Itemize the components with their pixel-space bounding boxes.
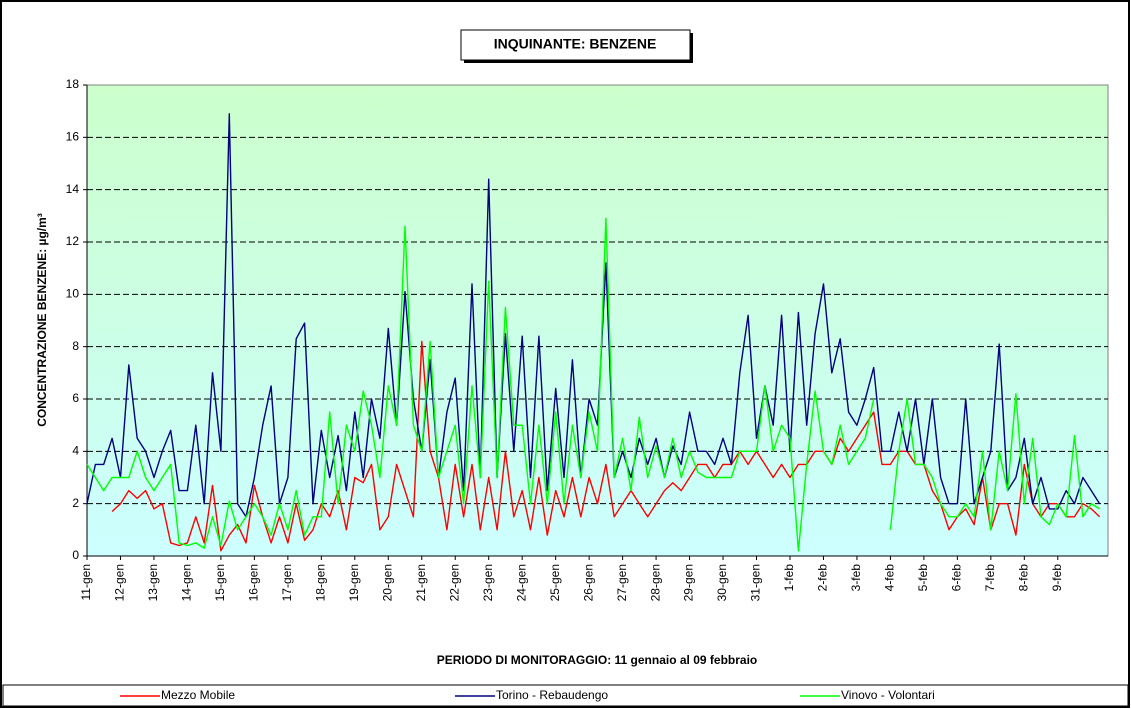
x-tick-label: 20-gen [380,564,394,601]
legend-label: Torino - Rebaudengo [496,688,608,702]
x-tick-label: 25-gen [548,564,562,601]
x-tick-label: 22-gen [447,564,461,601]
y-tick-label: 16 [66,130,80,144]
x-tick-label: 21-gen [414,564,428,601]
x-tick-label: 7-feb [983,564,997,592]
x-axis-label: PERIODO DI MONITORAGGIO: 11 gennaio al 0… [437,653,758,667]
x-tick-label: 18-gen [313,564,327,601]
x-tick-label: 15-gen [213,564,227,601]
y-tick-label: 12 [66,234,80,248]
x-tick-label: 27-gen [615,564,629,601]
y-tick-label: 2 [72,496,79,510]
y-tick-label: 8 [72,339,79,353]
plot-area [86,84,1109,557]
y-tick-label: 6 [72,391,79,405]
x-tick-label: 2-feb [816,564,830,592]
x-tick-label: 13-gen [146,564,160,601]
x-tick-label: 3-feb [849,564,863,592]
legend-label: Mezzo Mobile [161,688,235,702]
title-box [460,29,691,61]
y-axis-label: CONCENTRAZIONE BENZENE: µg/m³ [35,213,49,427]
legend-box [2,684,1129,707]
x-tick-label: 23-gen [481,564,495,601]
x-tick-label: 6-feb [950,564,964,592]
x-tick-label: 17-gen [280,564,294,601]
x-tick-label: 30-gen [715,564,729,601]
x-tick-label: 4-feb [883,564,897,592]
x-tick-label: 11-gen [79,564,93,600]
series-line [86,113,1101,518]
x-tick-label: 12-gen [113,564,127,601]
chart-title: INQUINANTE: BENZENE [494,36,657,52]
y-tick-label: 0 [72,548,79,562]
series-line [111,340,1101,552]
x-tick-label: 9-feb [1050,564,1064,592]
x-tick-label: 1-feb [782,564,796,592]
x-tick-label: 28-gen [648,564,662,601]
y-tick-label: 14 [66,182,80,196]
x-tick-label: 26-gen [581,564,595,601]
x-tick-label: 19-gen [347,564,361,601]
x-tick-label: 29-gen [682,564,696,601]
x-tick-label: 5-feb [916,564,930,592]
y-tick-label: 10 [66,287,80,301]
x-tick-label: 14-gen [180,564,194,601]
x-tick-label: 31-gen [749,564,763,601]
y-tick-label: 4 [72,444,79,458]
x-tick-label: 8-feb [1016,564,1030,592]
x-tick-label: 24-gen [514,564,528,601]
x-tick-label: 16-gen [247,564,261,601]
legend-label: Vinovo - Volontari [841,688,935,702]
series-line [86,217,1100,552]
y-tick-label: 18 [66,77,80,91]
